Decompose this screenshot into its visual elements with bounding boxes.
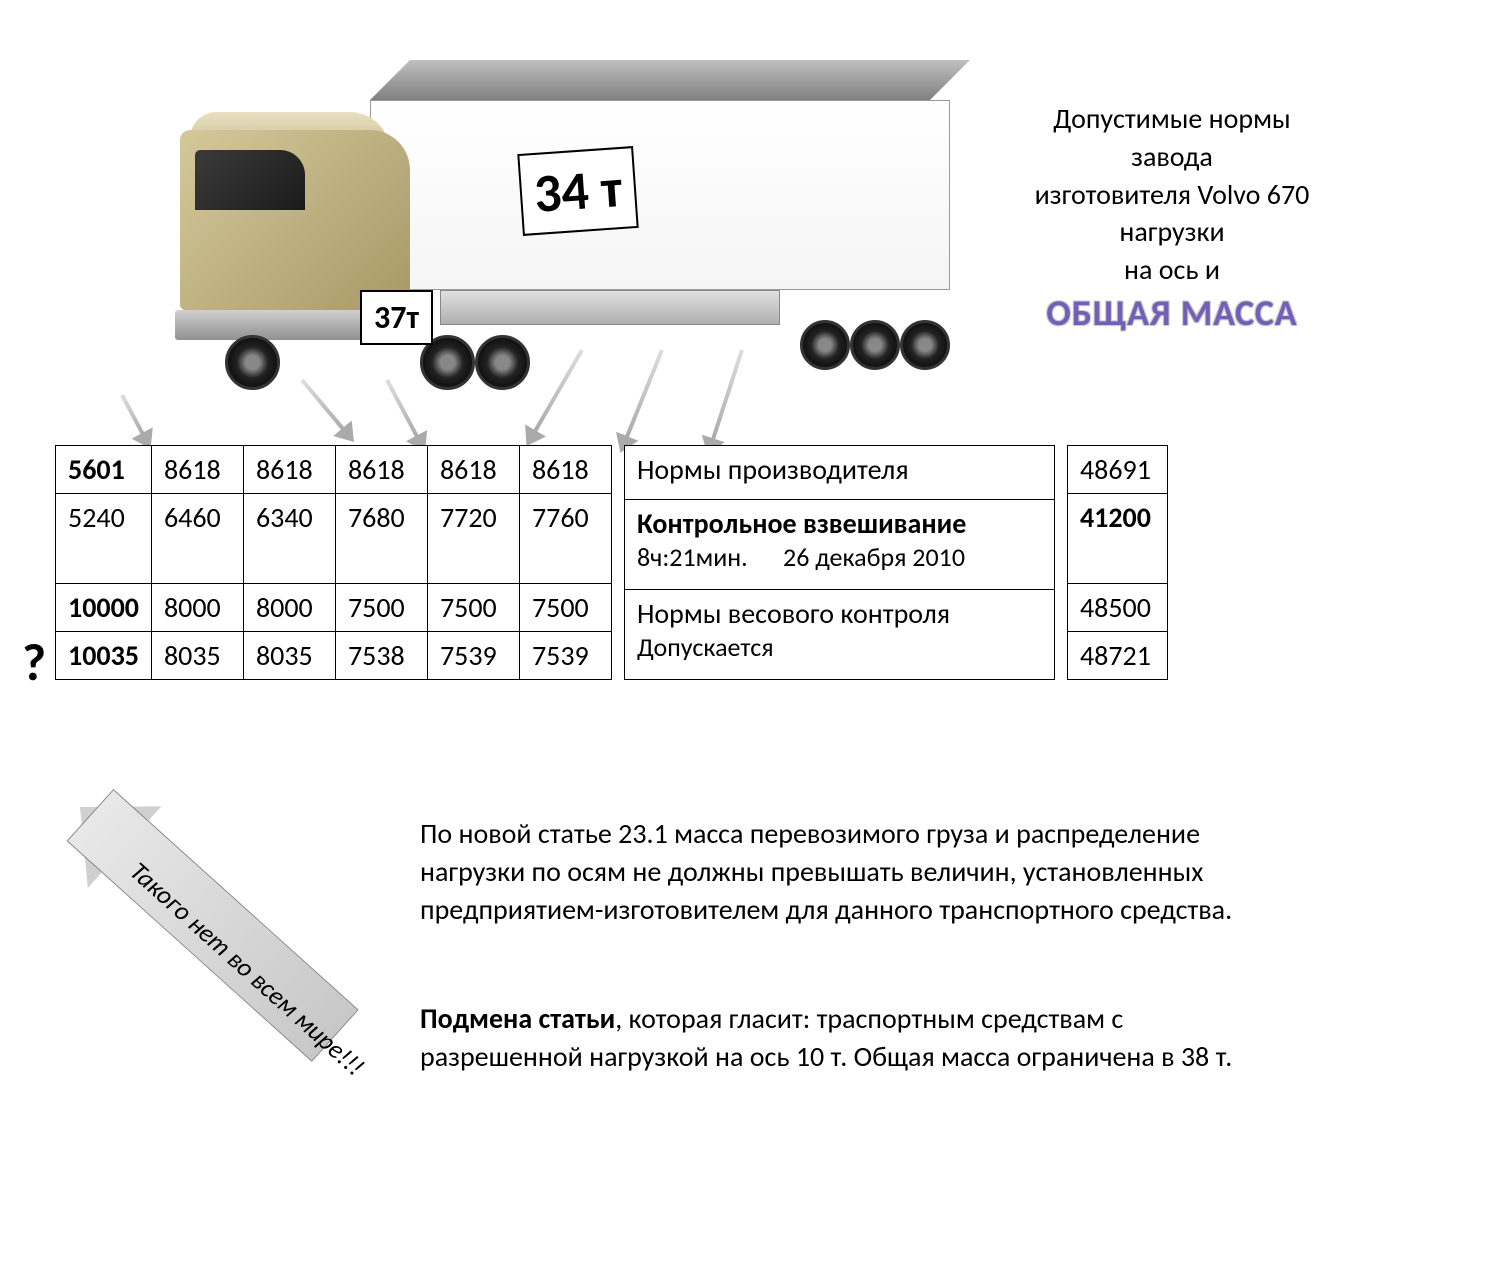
wheel-icon xyxy=(900,320,950,370)
description-cell: Нормы весового контроляДопускается xyxy=(624,590,1054,680)
paragraph-2: Подмена статьи, которая гласит: траспорт… xyxy=(420,1000,1270,1076)
cab-weight-label: 37т xyxy=(360,290,433,345)
axle-load-table: 5601861886188618861886185240646063407680… xyxy=(55,445,612,680)
axle-cell: 7500 xyxy=(519,584,611,632)
truck-illustration: 34 т 37т xyxy=(120,60,960,400)
axle-cell: 7538 xyxy=(335,632,427,680)
trailer-body xyxy=(370,100,950,290)
header-mass: ОБЩАЯ МАССА xyxy=(982,289,1362,338)
paragraph-1: По новой статье 23.1 масса перевозимого … xyxy=(420,815,1250,928)
description-table: Нормы производителяКонтрольное взвешиван… xyxy=(624,445,1055,680)
wheel-icon xyxy=(850,320,900,370)
total-cell: 41200 xyxy=(1067,494,1167,584)
arrow-down-icon xyxy=(120,394,145,436)
question-mark: ? xyxy=(22,630,46,694)
axle-cell: 7500 xyxy=(427,584,519,632)
axle-cell: 10035 xyxy=(56,632,152,680)
tables-row: 5601861886188618861886185240646063407680… xyxy=(55,445,1168,680)
description-cell: Контрольное взвешивание8ч:21мин. 26 дека… xyxy=(624,500,1054,590)
axle-cell: 8618 xyxy=(427,446,519,494)
description-cell: Нормы производителя xyxy=(624,446,1054,500)
total-cell: 48500 xyxy=(1067,584,1167,632)
para2-bold: Подмена статьи xyxy=(420,1001,615,1036)
wheel-icon xyxy=(800,320,850,370)
total-table: 48691412004850048721 xyxy=(1067,445,1168,680)
axle-cell: 8000 xyxy=(243,584,335,632)
trailer-roof xyxy=(370,60,970,100)
trailer-skirt xyxy=(440,290,780,325)
total-cell: 48691 xyxy=(1067,446,1167,494)
axle-cell: 5240 xyxy=(56,494,152,584)
axle-cell: 7500 xyxy=(335,584,427,632)
wheel-icon xyxy=(475,335,530,390)
axle-cell: 8035 xyxy=(243,632,335,680)
axle-cell: 7539 xyxy=(519,632,611,680)
axle-cell: 7720 xyxy=(427,494,519,584)
wheel-icon xyxy=(225,335,280,390)
header-line: Допустимые нормы xyxy=(982,100,1362,138)
axle-cell: 7539 xyxy=(427,632,519,680)
trailer-weight-label: 34 т xyxy=(517,146,638,236)
header-line: изготовителя Volvo 670 xyxy=(982,176,1362,214)
axle-cell: 8618 xyxy=(243,446,335,494)
axle-cell: 8618 xyxy=(151,446,243,494)
axle-cell: 10000 xyxy=(56,584,152,632)
axle-cell: 8035 xyxy=(151,632,243,680)
axle-cell: 6460 xyxy=(151,494,243,584)
axle-cell: 7680 xyxy=(335,494,427,584)
axle-cell: 5601 xyxy=(56,446,152,494)
header-block: Допустимые нормы завода изготовителя Vol… xyxy=(982,100,1362,338)
header-line: завода xyxy=(982,138,1362,176)
windshield xyxy=(195,150,305,210)
axle-cell: 8618 xyxy=(519,446,611,494)
axle-cell: 6340 xyxy=(243,494,335,584)
axle-cell: 8618 xyxy=(335,446,427,494)
header-line: нагрузки xyxy=(982,213,1362,251)
header-line: на ось и xyxy=(982,251,1362,289)
axle-cell: 8000 xyxy=(151,584,243,632)
total-cell: 48721 xyxy=(1067,632,1167,680)
callout-arrow: Такого нет во всем мире!!! xyxy=(90,780,430,1040)
callout-text: Такого нет во всем мире!!! xyxy=(124,855,372,1082)
axle-cell: 7760 xyxy=(519,494,611,584)
